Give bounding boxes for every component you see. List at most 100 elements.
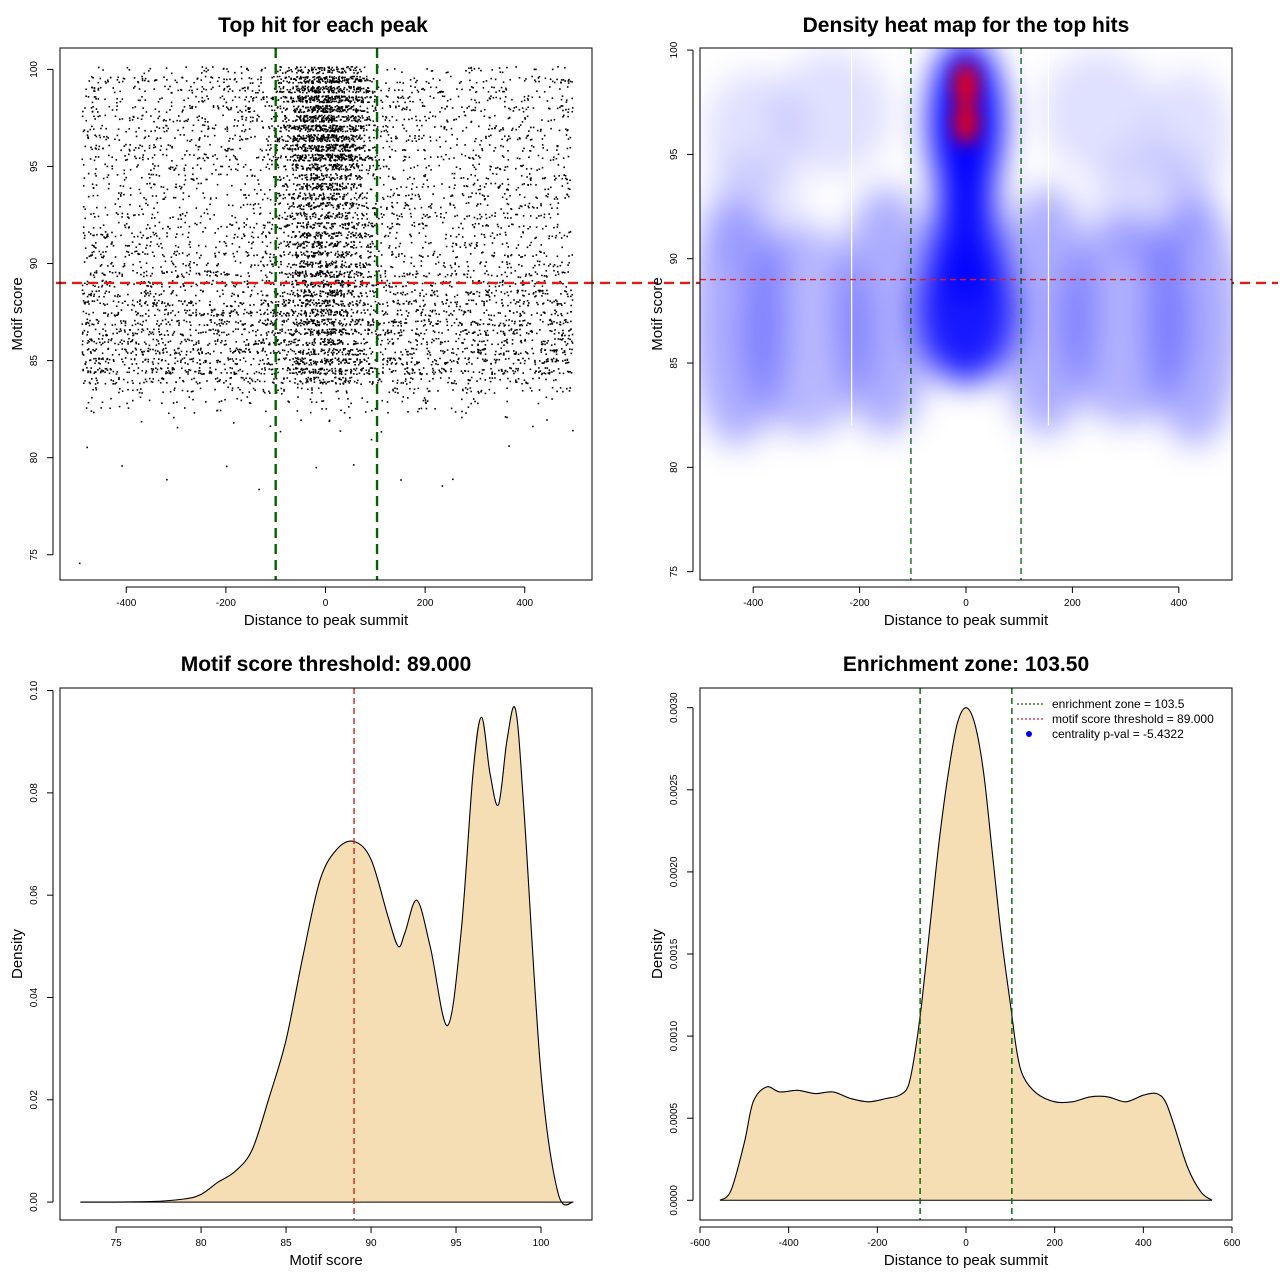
- scatter-point: [501, 183, 504, 185]
- scatter-point: [525, 332, 528, 334]
- scatter-point: [300, 368, 302, 371]
- scatter-point: [376, 382, 379, 384]
- scatter-point: [185, 66, 187, 68]
- scatter-point: [481, 300, 483, 302]
- scatter-point: [325, 408, 328, 410]
- scatter-point: [162, 186, 165, 189]
- scatter-point: [85, 407, 88, 409]
- scatter-point: [252, 343, 255, 346]
- scatter-point: [373, 291, 375, 294]
- scatter-point: [302, 302, 305, 304]
- scatter-point: [490, 95, 492, 97]
- scatter-point: [347, 280, 350, 282]
- scatter-point: [140, 273, 142, 276]
- scatter-point: [423, 175, 425, 177]
- scatter-point: [182, 283, 184, 285]
- scatter-point: [341, 304, 343, 307]
- scatter-point: [269, 271, 271, 274]
- scatter-point: [269, 392, 271, 394]
- scatter-point: [519, 124, 522, 126]
- scatter-point: [365, 341, 367, 344]
- scatter-point: [523, 196, 526, 199]
- scatter-point: [448, 158, 451, 160]
- scatter-point: [483, 300, 485, 303]
- scatter-point: [373, 91, 376, 93]
- scatter-point: [184, 174, 187, 177]
- scatter-point: [494, 373, 496, 375]
- scatter-point: [546, 419, 548, 421]
- scatter-point: [556, 107, 559, 110]
- scatter-point: [445, 71, 448, 74]
- scatter-point: [523, 99, 526, 102]
- scatter-point: [123, 340, 125, 343]
- scatter-point: [218, 85, 221, 87]
- scatter-point: [389, 232, 391, 234]
- scatter-point: [505, 87, 507, 90]
- scatter-point: [387, 342, 390, 345]
- scatter-point: [420, 206, 423, 209]
- scatter-point: [340, 340, 343, 342]
- scatter-point: [166, 271, 168, 273]
- scatter-point: [155, 367, 157, 369]
- scatter-point: [186, 350, 188, 353]
- scatter-point: [260, 372, 263, 375]
- scatter-point: [554, 274, 557, 276]
- scatter-point: [265, 236, 267, 238]
- scatter-point: [391, 338, 393, 340]
- scatter-point: [263, 380, 266, 383]
- scatter-point: [462, 342, 464, 344]
- scatter-point: [483, 348, 486, 350]
- scatter-point: [298, 339, 301, 341]
- scatter-point: [477, 402, 479, 405]
- scatter-point: [421, 124, 423, 127]
- scatter-point: [254, 340, 257, 342]
- scatter-point: [166, 232, 168, 234]
- scatter-point: [167, 88, 170, 90]
- scatter-point: [156, 302, 158, 304]
- scatter-point: [145, 111, 148, 113]
- scatter-point: [152, 283, 154, 286]
- scatter-point: [169, 340, 172, 342]
- scatter-point: [296, 323, 298, 326]
- scatter-point: [166, 235, 168, 238]
- scatter-point: [104, 231, 107, 233]
- scatter-point: [455, 382, 457, 385]
- scatter-point: [255, 334, 257, 337]
- scatter-point: [95, 348, 98, 350]
- scatter-point: [170, 256, 173, 258]
- scatter-point: [166, 382, 168, 384]
- scatter-point: [185, 354, 188, 356]
- scatter-point: [132, 382, 134, 384]
- scatter-point: [234, 362, 237, 365]
- scatter-point: [209, 353, 211, 355]
- scatter-point: [246, 396, 249, 398]
- scatter-point: [256, 329, 259, 331]
- scatter-point: [290, 309, 293, 311]
- scatter-point: [479, 217, 482, 220]
- scatter-point: [399, 334, 401, 337]
- scatter-point: [115, 305, 118, 307]
- scatter-point: [484, 344, 487, 346]
- scatter-point: [266, 163, 269, 166]
- scatter-point: [239, 261, 242, 264]
- scatter-point: [246, 138, 249, 140]
- scatter-point: [426, 68, 428, 70]
- scatter-point: [199, 387, 202, 390]
- scatter-point: [455, 305, 458, 308]
- scatter-point: [516, 301, 518, 303]
- scatter-point: [211, 127, 214, 129]
- scatter-point: [492, 172, 494, 175]
- scatter-point: [144, 302, 146, 304]
- scatter-point: [362, 266, 365, 268]
- scatter-point: [221, 95, 224, 98]
- scatter-point: [434, 282, 437, 285]
- scatter-point: [396, 202, 399, 204]
- scatter-point: [413, 221, 416, 224]
- scatter-point: [434, 126, 436, 128]
- scatter-point: [439, 377, 442, 379]
- scatter-point: [240, 376, 243, 379]
- scatter-point: [472, 339, 475, 341]
- scatter-point: [174, 167, 177, 170]
- scatter-point: [345, 236, 348, 239]
- scatter-point: [474, 174, 476, 177]
